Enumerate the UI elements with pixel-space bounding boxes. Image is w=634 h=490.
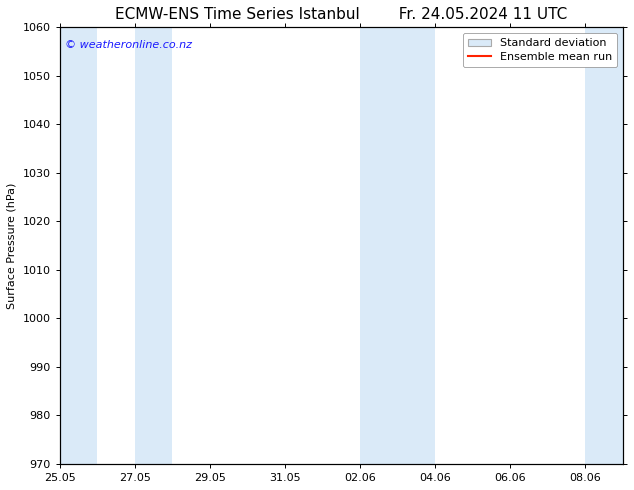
Legend: Standard deviation, Ensemble mean run: Standard deviation, Ensemble mean run [463,33,618,67]
Bar [135,27,172,464]
Bar [360,27,398,464]
Bar [60,27,97,464]
Text: © weatheronline.co.nz: © weatheronline.co.nz [65,40,192,50]
Y-axis label: Surface Pressure (hPa): Surface Pressure (hPa) [7,182,17,309]
Title: ECMW-ENS Time Series Istanbul        Fr. 24.05.2024 11 UTC: ECMW-ENS Time Series Istanbul Fr. 24.05.… [115,7,567,22]
Bar [398,27,435,464]
Bar [585,27,623,464]
